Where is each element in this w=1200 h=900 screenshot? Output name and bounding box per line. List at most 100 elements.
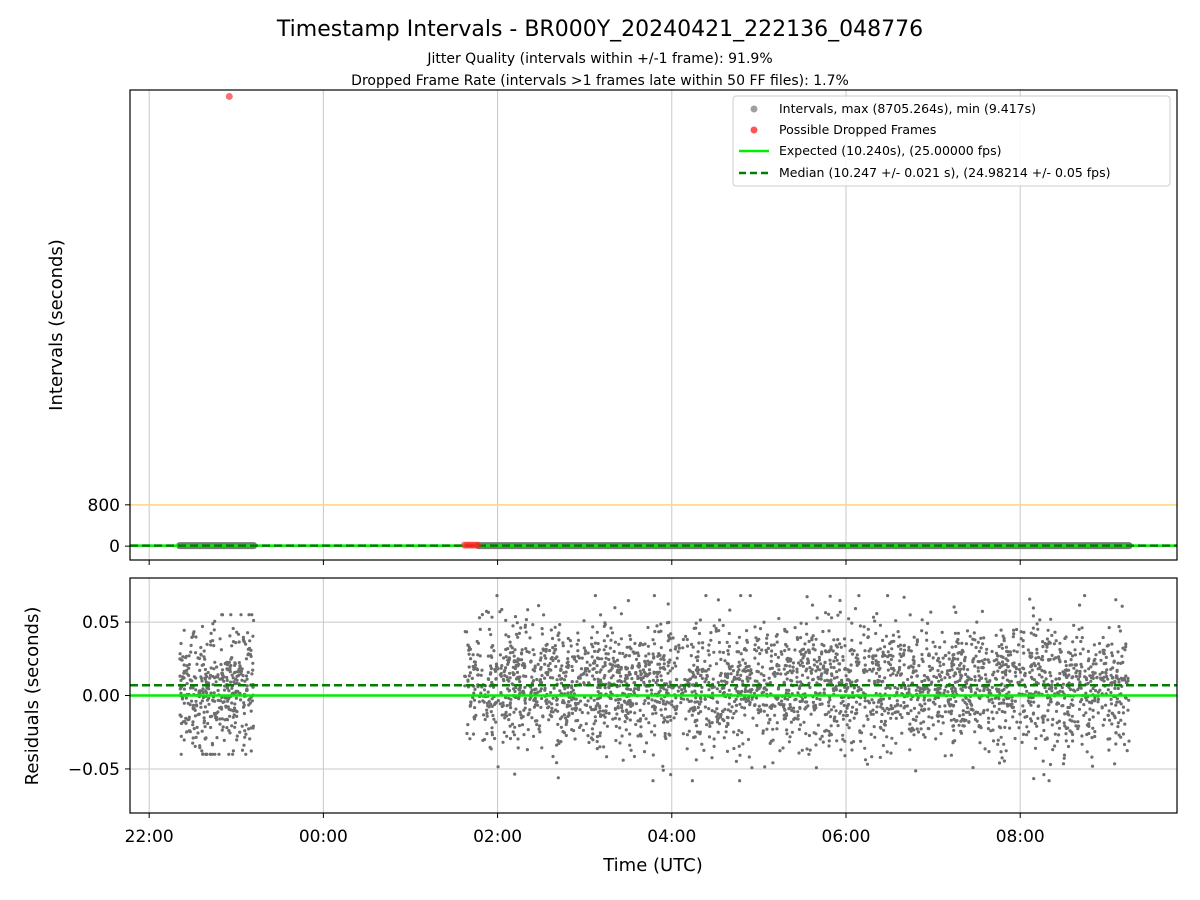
residual-point <box>708 664 712 668</box>
residual-point <box>225 667 229 671</box>
residual-point <box>604 644 608 649</box>
residual-point <box>653 629 657 634</box>
residual-point <box>180 697 185 701</box>
residual-point <box>773 674 777 678</box>
residual-point <box>555 703 559 707</box>
residual-point <box>218 637 222 641</box>
residual-point <box>210 743 215 747</box>
residual-point <box>811 700 816 705</box>
residual-point <box>709 631 713 635</box>
residual-point <box>968 712 972 717</box>
residual-point <box>975 620 979 624</box>
residual-point <box>1083 594 1087 598</box>
residual-point <box>734 759 739 764</box>
residual-point <box>567 700 571 704</box>
residual-point <box>862 724 866 728</box>
residual-point <box>583 683 587 687</box>
residual-point <box>471 696 475 700</box>
residual-point <box>1111 666 1115 670</box>
residual-point <box>766 646 771 651</box>
residual-point <box>232 706 237 710</box>
residual-point <box>573 697 577 701</box>
residual-point <box>1062 721 1066 725</box>
residual-point <box>997 702 1001 706</box>
residual-point <box>575 680 579 684</box>
residual-point <box>466 643 470 647</box>
residual-point <box>890 647 894 651</box>
residual-point <box>508 713 512 717</box>
residual-point <box>666 720 670 724</box>
residual-point <box>624 653 628 658</box>
residual-point <box>534 687 538 691</box>
residual-point <box>830 616 834 620</box>
residual-point <box>1046 696 1050 700</box>
residual-point <box>976 669 980 673</box>
residual-point <box>246 653 250 657</box>
residual-point <box>683 677 687 682</box>
residual-point <box>902 663 906 667</box>
residual-point <box>962 667 966 671</box>
residual-point <box>681 691 685 695</box>
residual-point <box>603 663 607 668</box>
residual-point <box>835 670 839 674</box>
residual-point <box>1041 645 1045 649</box>
residual-point <box>560 715 564 719</box>
residual-point <box>742 706 747 710</box>
residual-point <box>496 765 500 769</box>
residual-point <box>847 617 851 621</box>
residual-point <box>1014 674 1018 678</box>
residual-point <box>959 661 963 665</box>
residual-point <box>866 635 871 639</box>
residual-point <box>1068 687 1073 692</box>
residual-point <box>701 667 705 672</box>
residual-point <box>820 650 824 654</box>
residual-point <box>211 698 215 702</box>
residual-point <box>768 705 772 709</box>
residual-point <box>227 752 231 756</box>
residual-point <box>591 738 595 742</box>
residual-point <box>790 708 794 713</box>
residual-point <box>965 629 970 633</box>
residual-point <box>707 735 712 739</box>
residual-point <box>962 724 966 728</box>
residual-point <box>914 718 918 723</box>
residual-point <box>251 634 255 638</box>
residual-point <box>595 739 599 744</box>
residual-point <box>675 704 679 709</box>
residual-point <box>720 679 724 683</box>
residual-point <box>700 676 705 681</box>
residual-point <box>715 700 719 704</box>
residual-point <box>1054 639 1058 643</box>
residual-point <box>576 701 580 706</box>
residual-point <box>208 676 212 680</box>
residuals-y-tick-label: 0.00 <box>82 687 120 707</box>
residual-point <box>636 664 640 668</box>
residual-point <box>687 709 691 713</box>
residual-point <box>753 656 757 660</box>
residual-point <box>488 672 492 676</box>
residual-point <box>880 702 884 706</box>
residual-point <box>599 668 603 672</box>
residual-point <box>1050 689 1054 693</box>
residual-point <box>1121 660 1125 665</box>
residual-point <box>514 663 518 668</box>
residual-point <box>556 633 560 638</box>
residual-point <box>790 730 795 734</box>
residual-point <box>202 655 206 659</box>
residual-point <box>611 717 615 721</box>
residual-point <box>467 652 471 656</box>
residual-point <box>634 722 638 727</box>
residual-point <box>562 671 566 675</box>
residual-point <box>964 672 968 677</box>
residual-point <box>743 687 748 692</box>
residual-point <box>473 706 477 710</box>
residual-point <box>914 769 918 773</box>
residual-point <box>785 644 789 648</box>
residual-point <box>867 654 871 659</box>
residual-point <box>698 696 703 700</box>
residual-point <box>1007 690 1011 694</box>
residual-point <box>650 698 654 702</box>
residual-point <box>1078 652 1082 656</box>
residual-point <box>599 613 603 617</box>
residual-point <box>654 680 658 685</box>
